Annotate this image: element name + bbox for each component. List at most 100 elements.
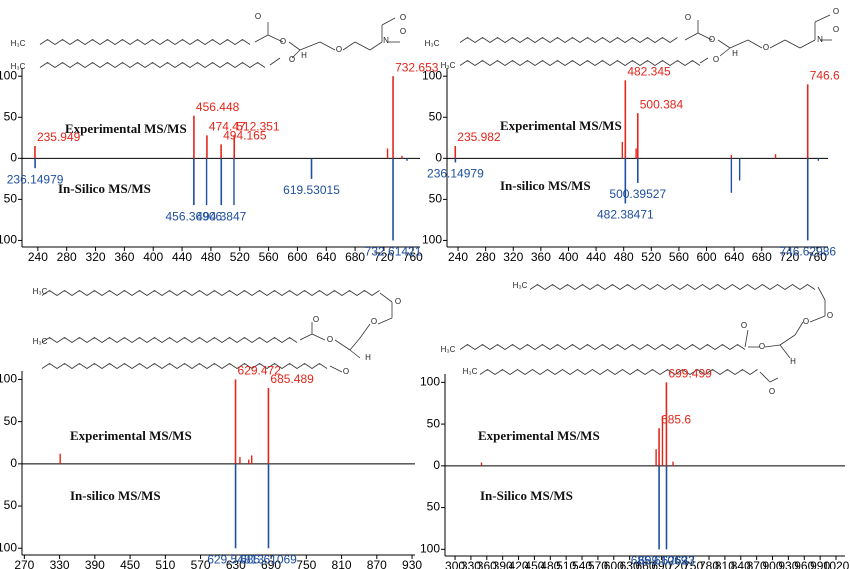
atom-label: O [400, 27, 406, 36]
atom-label: O [327, 335, 333, 344]
structure-bond [291, 49, 301, 59]
peak-label: 746.62986 [779, 245, 836, 259]
x-tick-label: 510 [556, 559, 576, 569]
structure-bond [779, 344, 791, 359]
x-tick-label: 240 [448, 250, 468, 264]
atom-label: O [759, 342, 765, 351]
peak-label: 732.653 [395, 60, 439, 74]
x-tick-label: 760 [807, 250, 827, 264]
structure-bond [299, 41, 321, 51]
structure-bond [529, 284, 816, 290]
atom-label: O [336, 45, 342, 54]
y-tick-label: 50 [4, 109, 18, 123]
x-tick-label: 360 [531, 250, 551, 264]
peak-label: 236.14979 [7, 172, 64, 186]
x-tick-label: 750 [296, 558, 316, 569]
x-tick-label: 400 [143, 250, 163, 264]
atom-label: O [395, 297, 401, 306]
x-tick-label: 680 [345, 250, 365, 264]
atom-label: H₃C [463, 367, 478, 376]
peak-label: 500.384 [640, 97, 684, 111]
peak-label: 235.949 [37, 130, 81, 144]
x-tick-label: 360 [477, 559, 497, 569]
structure-bond [288, 41, 301, 51]
atom-label: O [400, 13, 406, 22]
x-tick-label: 630 [620, 559, 640, 569]
structure-bond [41, 363, 328, 369]
atom-label: O [313, 315, 319, 324]
x-tick-label: 330 [461, 559, 481, 569]
series-label: Experimental MS/MS [70, 428, 192, 443]
series-label: Experimental MS/MS [478, 428, 600, 443]
atom-label: N [817, 35, 823, 44]
atom-label: H₃C [441, 345, 456, 354]
structure-bond [769, 377, 779, 383]
atom-label: O [255, 12, 261, 21]
peak-label: 482.345 [627, 64, 671, 78]
structure-bond [41, 337, 298, 343]
atom-label: O [280, 37, 286, 46]
structure-bond [729, 39, 749, 49]
structure-bond [744, 329, 749, 348]
y-tick-label: 0 [433, 458, 440, 472]
x-tick-label: 300 [445, 559, 465, 569]
x-tick-label: 660 [636, 559, 656, 569]
structure-bond [349, 349, 361, 359]
peak-label: 236.14979 [427, 167, 484, 181]
structure-bond [349, 337, 361, 351]
structure-bond [697, 32, 713, 41]
atom-label: O [769, 387, 775, 396]
structure-bond [359, 323, 371, 339]
structure-bond [319, 41, 336, 51]
peak-label: 685.6 [661, 412, 691, 426]
x-tick-label: 640 [724, 250, 744, 264]
y-tick-label: 50 [429, 192, 443, 206]
structure-bond [329, 365, 343, 373]
x-tick-label: 570 [191, 558, 211, 569]
atom-label: O [713, 55, 719, 64]
x-tick-label: 400 [558, 250, 578, 264]
y-tick-label: 50 [4, 414, 18, 428]
structure-bond [817, 286, 826, 301]
x-tick-label: 520 [230, 250, 250, 264]
x-tick-label: 510 [155, 558, 175, 569]
structure-bond [299, 333, 313, 341]
peak-label: 482.38471 [597, 208, 654, 222]
y-tick-label: 100 [422, 68, 442, 82]
peak-label: 512.351 [236, 120, 280, 134]
structure-bond [254, 34, 269, 43]
series-label: In-Silico MS/MS [480, 488, 573, 503]
structure-bond [784, 39, 801, 49]
peak-label: 456.448 [196, 100, 240, 114]
x-tick-label: 720 [779, 250, 799, 264]
x-tick-label: 600 [697, 250, 717, 264]
atom-label: O [685, 13, 691, 22]
peak-label: 629.472 [238, 364, 282, 378]
structure-bond [369, 41, 383, 51]
x-tick-label: 360 [114, 250, 134, 264]
x-tick-label: 960 [794, 559, 814, 569]
peak-label: 456.36906 [166, 209, 223, 223]
y-tick-label: 100 [0, 540, 17, 554]
peak-label: 474.47 [209, 120, 246, 134]
x-tick-label: 750 [683, 559, 703, 569]
peak-label: 619.53015 [283, 183, 340, 197]
y-tick-label: 100 [422, 233, 442, 247]
structure-bond [764, 344, 781, 348]
series-label: In-silico MS/MS [70, 488, 161, 503]
x-tick-label: 480 [201, 250, 221, 264]
peak-label: 629.54813 [207, 552, 264, 566]
x-tick-label: 320 [86, 250, 106, 264]
y-tick-label: 50 [427, 416, 441, 430]
atom-label: H₃C [33, 337, 48, 346]
x-tick-label: 930 [402, 558, 422, 569]
atom-label: N [383, 36, 389, 45]
x-tick-label: 390 [493, 559, 513, 569]
x-tick-label: 720 [374, 250, 394, 264]
x-tick-label: 280 [476, 250, 496, 264]
structure-bond [377, 317, 393, 325]
structure-bond [479, 369, 758, 375]
x-tick-label: 780 [699, 559, 719, 569]
x-tick-label: 440 [172, 250, 192, 264]
